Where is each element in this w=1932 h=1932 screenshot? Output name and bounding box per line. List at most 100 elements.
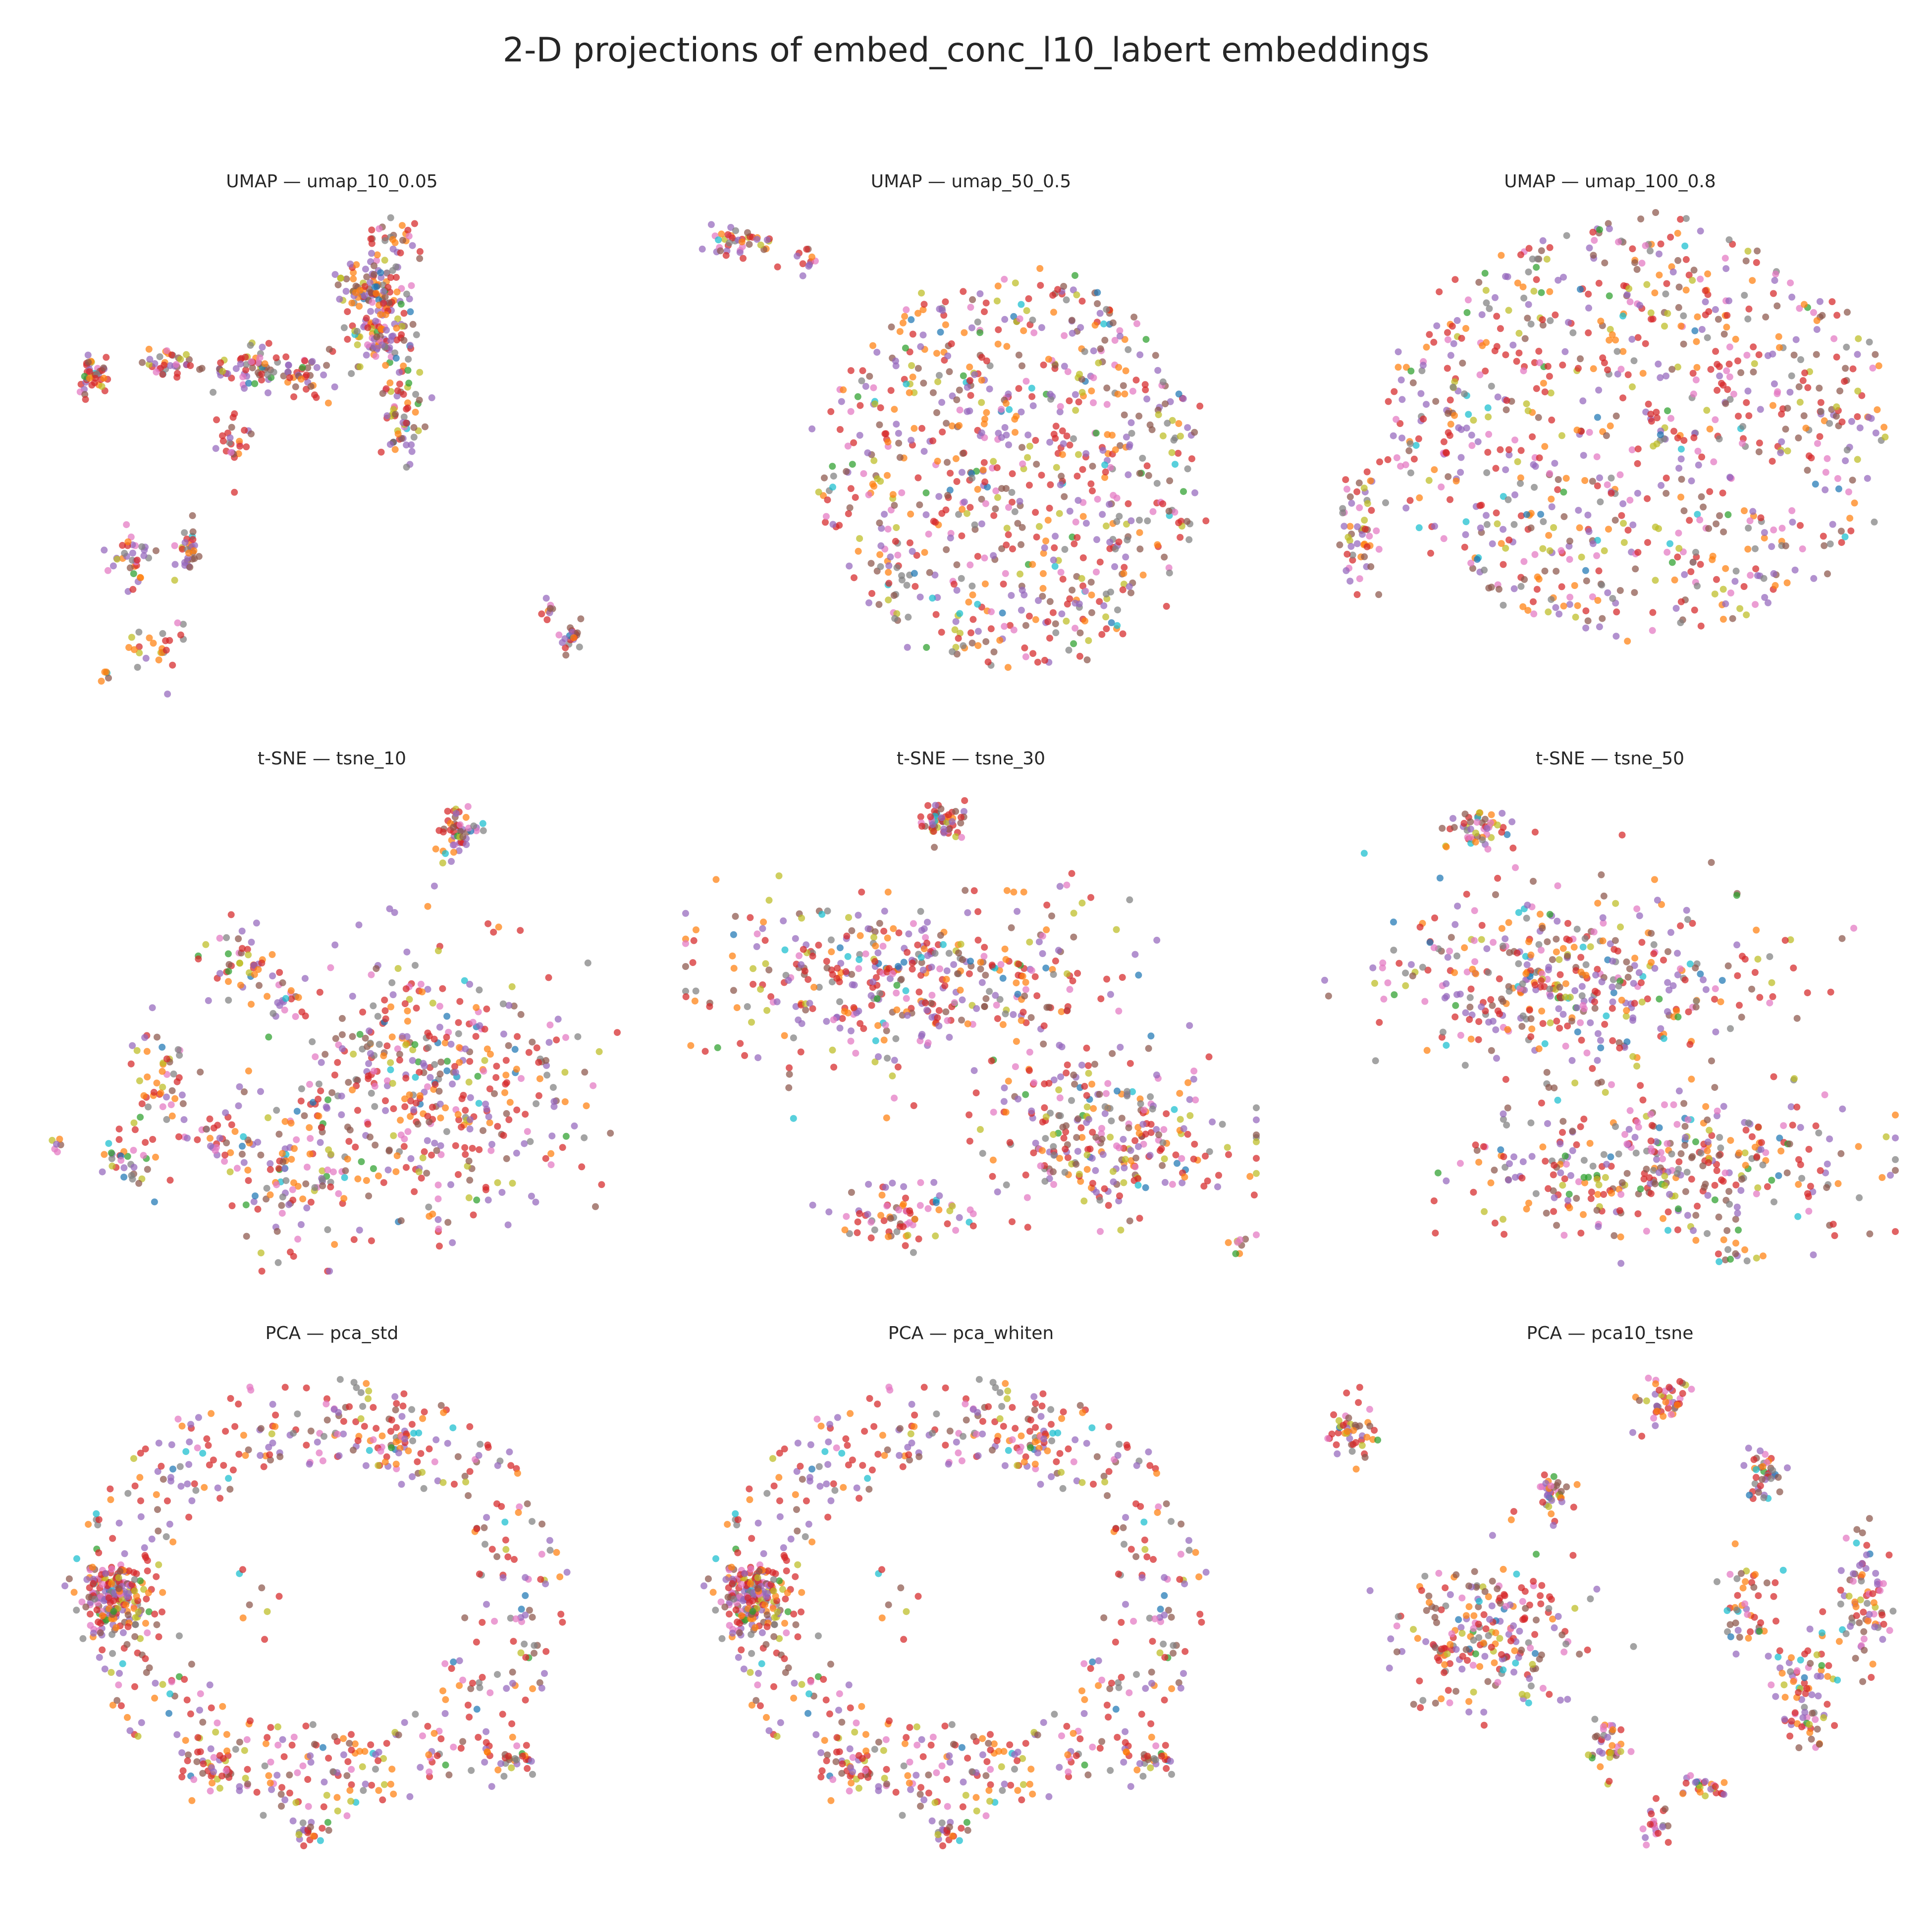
scatter-point [1605,220,1612,227]
scatter-point [163,1055,170,1063]
scatter-point [1799,377,1807,384]
scatter-point [1674,1226,1681,1234]
scatter-point [1461,1062,1469,1069]
scatter-point [395,1731,402,1739]
scatter-point [851,574,858,582]
scatter-point [292,1013,299,1020]
scatter-point [961,797,968,805]
scatter-point [1406,440,1414,447]
scatter-point [1841,533,1849,540]
scatter-point [1722,565,1729,572]
scatter-point [229,414,237,421]
scatter-point [1081,1082,1088,1090]
scatter-point [1140,1106,1148,1114]
scatter-point [1103,384,1111,392]
scatter-point [507,1462,515,1469]
scatter-point [105,1140,112,1147]
scatter-point [1253,1104,1260,1112]
scatter-point [1596,226,1603,233]
scatter-point [1147,1093,1154,1100]
scatter-point [965,598,972,606]
scatter-point [1405,447,1413,454]
scatter-point [1538,289,1545,296]
scatter-point [906,1207,913,1215]
scatter-point [888,323,895,330]
scatter-point [159,1068,166,1075]
scatter-point [1023,1194,1031,1201]
scatter-point [1064,970,1071,977]
scatter-point [380,1179,387,1186]
scatter-point [416,255,424,262]
scatter-point [1025,295,1032,302]
scatter-point [347,261,354,268]
scatter-point [994,1015,1001,1022]
scatter-point [1121,336,1128,343]
scatter-point [1545,1084,1553,1091]
scatter-point [1726,474,1733,481]
scatter-point [1114,1087,1121,1095]
scatter-point [839,1015,846,1022]
scatter-point [1089,1180,1096,1187]
scatter-point [1568,1018,1575,1025]
scatter-point [1872,429,1879,436]
scatter-point [154,1468,161,1475]
scatter-point [957,986,964,994]
scatter-point [953,587,961,594]
scatter-point [1523,914,1530,922]
scatter-point [1664,1008,1671,1016]
scatter-point [806,261,813,268]
scatter-point [233,1165,241,1172]
scatter-point [865,491,872,498]
scatter-point [1011,416,1019,423]
scatter-point [1493,509,1500,517]
scatter-point [1551,1162,1558,1169]
scatter-point [1519,1012,1527,1020]
scatter-point [248,938,255,946]
scatter-point [1648,959,1655,966]
scatter-point [1398,396,1406,403]
scatter-point [1539,545,1547,552]
scatter-point [258,960,266,966]
scatter-point [187,1710,194,1717]
scatter-point [1798,1175,1806,1182]
scatter-point [474,1073,482,1080]
scatter-point [555,631,563,639]
scatter-point [348,1781,355,1788]
scatter-point [1663,489,1670,497]
scatter-point [1578,992,1586,999]
scatter-point [1697,275,1704,283]
scatter-point [1060,440,1067,447]
scatter-point [953,561,961,569]
scatter-point [1745,412,1753,420]
scatter-point [1569,329,1577,336]
scatter-point [1623,958,1630,966]
scatter-point [466,980,474,988]
scatter-point [1103,1090,1110,1097]
scatter-point [1040,1040,1047,1048]
scatter-point [1180,488,1187,495]
scatter-point [133,1047,141,1054]
scatter-point [1001,623,1008,630]
scatter-point [893,989,900,997]
scatter-point [1075,451,1082,458]
scatter-point [225,978,232,985]
scatter-point [1035,597,1042,604]
scatter-point [389,991,397,998]
scatter-point [1601,259,1609,267]
scatter-point [1615,238,1622,246]
scatter-point [904,949,911,956]
scatter-point [878,1191,886,1199]
scatter-point [847,1027,855,1034]
scatter-point [1734,357,1741,365]
scatter-point [404,399,411,407]
panel-umap-50: UMAP — umap_50_0.5 [679,171,1263,706]
scatter-point [1717,998,1724,1006]
scatter-point [242,354,249,361]
scatter-point [1753,259,1760,266]
scatter-point [486,1085,493,1093]
scatter-point [1450,340,1457,347]
scatter-point [1559,945,1567,952]
scatter-point [1525,245,1533,252]
scatter-point [1116,1192,1123,1199]
scatter-point [1371,979,1378,987]
